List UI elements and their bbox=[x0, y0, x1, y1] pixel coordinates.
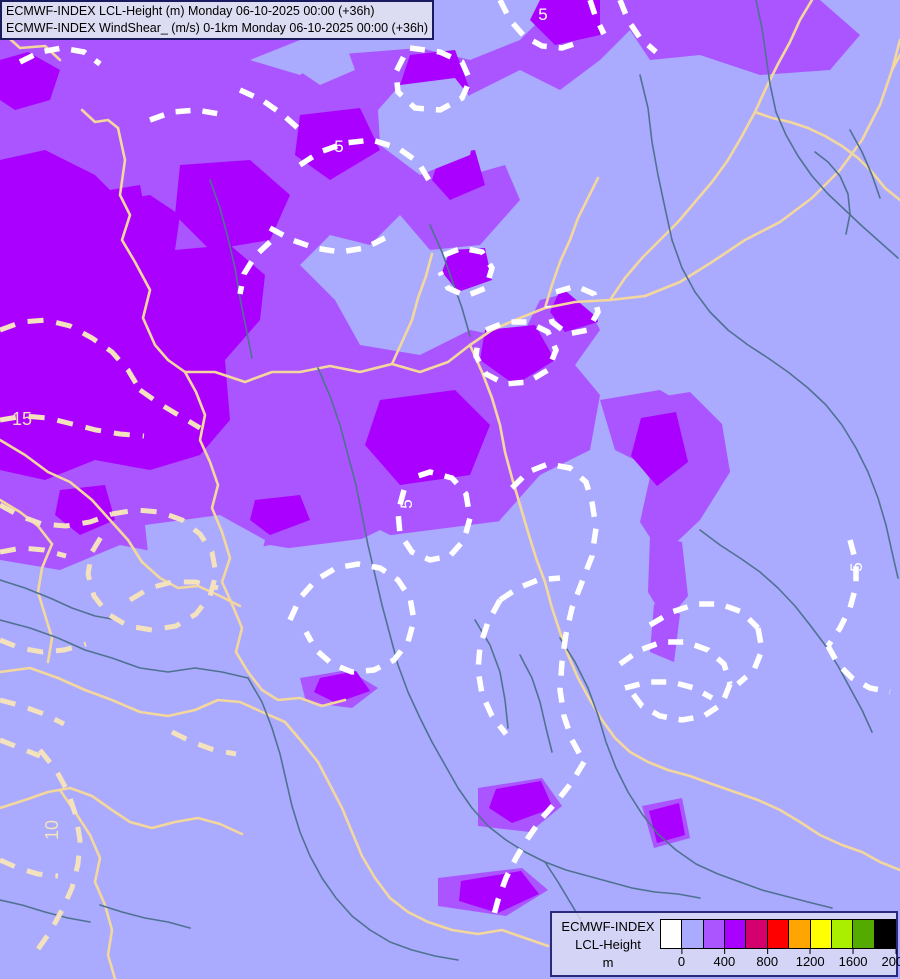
legend-tick-1600: 1600 bbox=[839, 949, 868, 969]
contour-label-15: 15 bbox=[12, 409, 32, 429]
color-scale-legend: ECMWF-INDEX LCL-Height m 0 400 800 1200 1600… bbox=[550, 911, 900, 977]
legend-caption: ECMWF-INDEX LCL-Height m bbox=[552, 913, 660, 972]
contour-label-5a: 5 bbox=[334, 137, 343, 156]
legend-tick-mark bbox=[723, 949, 725, 954]
lcl-band-periwinkle-islands bbox=[145, 42, 900, 635]
legend-tick-strip: 0 400 800 1200 1600 2000 bbox=[660, 949, 900, 971]
legend-tick-value: 800 bbox=[756, 954, 779, 969]
windshear-contours-white bbox=[18, 0, 891, 923]
legend-swatch-strip bbox=[660, 919, 896, 949]
contour-label-5d: 5 bbox=[847, 562, 866, 571]
legend-swatch-0 bbox=[661, 920, 683, 948]
legend-swatch-8 bbox=[831, 920, 854, 948]
legend-tick-value: 400 bbox=[713, 954, 736, 969]
contour-labels: 5 5 5 5 15 10 bbox=[12, 5, 866, 840]
legend-tick-0: 0 bbox=[678, 949, 685, 969]
windshear-contours-tan bbox=[0, 317, 237, 954]
map-title-box: ECMWF-INDEX LCL-Height (m) Monday 06-10-… bbox=[0, 0, 435, 40]
legend-parameter-name: LCL-Height bbox=[575, 936, 641, 952]
title-line-windshear: ECMWF-INDEX WindShear_ (m/s) 0-1km Monda… bbox=[6, 20, 429, 35]
legend-tick-400: 400 bbox=[713, 949, 736, 969]
legend-tick-mark bbox=[895, 949, 897, 954]
legend-swatch-4 bbox=[746, 920, 768, 948]
legend-swatch-1 bbox=[682, 920, 704, 948]
contour-label-5b: 5 bbox=[538, 5, 547, 24]
legend-tick-mark bbox=[809, 949, 811, 954]
legend-tick-2000: 2000 bbox=[882, 949, 900, 969]
legend-unit: m bbox=[602, 954, 614, 970]
legend-swatch-6 bbox=[789, 920, 811, 948]
legend-scale: 0 400 800 1200 1600 2000 bbox=[660, 913, 900, 971]
legend-tick-800: 800 bbox=[756, 949, 778, 969]
contour-label-5c: 5 bbox=[397, 499, 416, 508]
lcl-southern-patches bbox=[300, 392, 730, 916]
legend-swatch-10 bbox=[874, 920, 895, 948]
legend-swatch-5 bbox=[767, 920, 790, 948]
contour-label-10: 10 bbox=[42, 820, 62, 840]
legend-tick-mark bbox=[852, 949, 854, 954]
legend-swatch-7 bbox=[810, 920, 832, 948]
legend-tick-mark bbox=[680, 949, 682, 954]
legend-model-name: ECMWF-INDEX bbox=[561, 919, 655, 934]
legend-tick-value: 2000 bbox=[881, 954, 900, 969]
legend-tick-mark bbox=[766, 949, 768, 954]
legend-tick-1200: 1200 bbox=[796, 949, 825, 969]
title-line-lcl: ECMWF-INDEX LCL-Height (m) Monday 06-10-… bbox=[6, 4, 375, 18]
legend-swatch-2 bbox=[703, 920, 726, 948]
legend-swatch-9 bbox=[853, 920, 875, 948]
legend-tick-value: 0 bbox=[677, 954, 686, 969]
legend-tick-value: 1600 bbox=[838, 954, 868, 969]
legend-swatch-3 bbox=[725, 920, 747, 948]
legend-tick-value: 1200 bbox=[795, 954, 825, 969]
